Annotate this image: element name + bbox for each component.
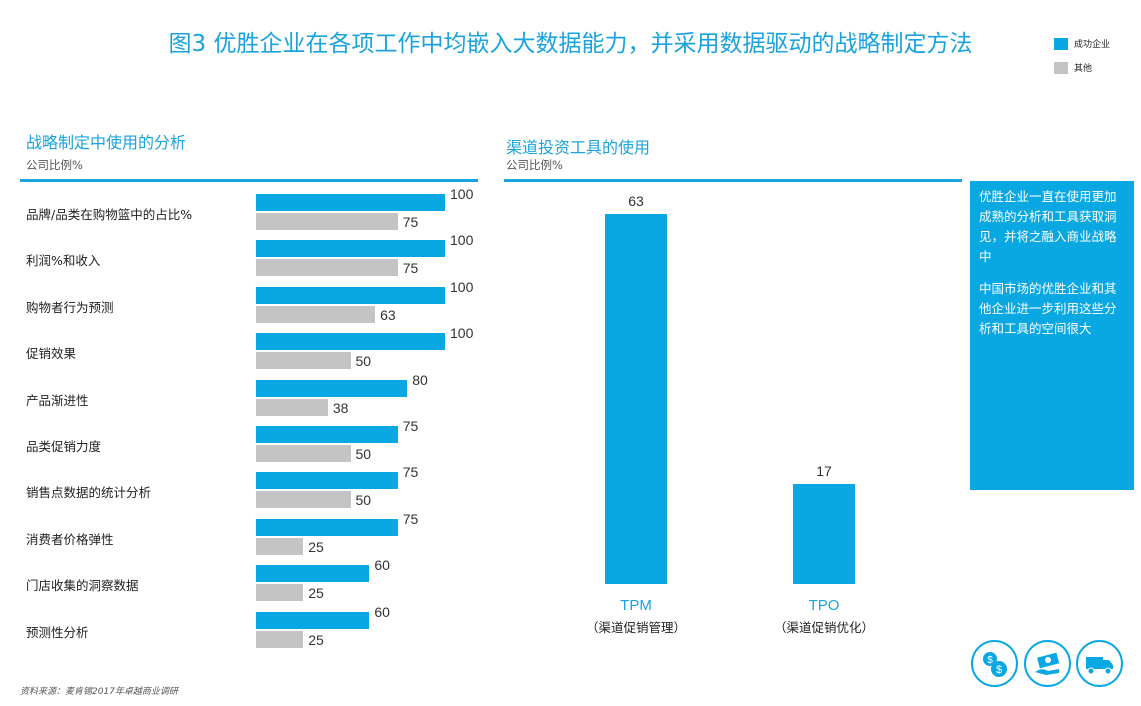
bar-success [256,194,445,211]
category-label: 预测性分析 [26,624,89,640]
bar-value-label: 75 [402,464,419,481]
callout-paragraph-1: 优胜企业一直在使用更加成熟的分析和工具获取洞见，并将之融入商业战略中 [979,189,1117,264]
callout-paragraph-2: 中国市场的优胜企业和其他企业进一步利用这些分析和工具的空间很大 [979,281,1117,336]
bar-success [256,333,445,351]
bar-value-label: 25 [308,538,324,555]
bar-other [256,537,304,555]
right-panel-rule [504,179,962,182]
bar-other [256,305,376,323]
bar-value-label: 60 [374,603,390,620]
bar-value-label: 100 [450,232,474,249]
legend-swatch-success [1054,37,1068,50]
bar-value-label: 100 [450,325,474,342]
vbar-category-note: （渠道促销优化） [773,620,874,635]
bar-value-label: 25 [308,585,324,602]
vbar-category-label: TPM [620,597,652,614]
vbar-value-label: 63 [628,193,644,209]
cash-hand-icon [1024,640,1071,687]
bar-other [256,445,351,462]
vbar-value-label: 17 [816,463,832,480]
bar-success [256,286,445,304]
legend-label-success: 成功企业 [1074,40,1111,50]
money-coins-icon: $ $ [971,640,1018,687]
bar-value-label: 80 [412,371,428,388]
insight-callout: 优胜企业一直在使用更加成熟的分析和工具获取洞见，并将之融入商业战略中 中国市场的… [970,181,1134,490]
right-panel-subtitle: 公司比例% [506,158,563,172]
bar-value-label: 75 [402,510,419,527]
bar-value-label: 100 [450,278,474,295]
bar-value-label: 75 [402,418,419,434]
bar-value-label: 60 [374,557,390,574]
category-label: 促销效果 [26,346,77,362]
bar-value-label: 25 [308,631,324,648]
bar-success [256,472,398,490]
left-panel-subtitle: 公司比例% [26,158,83,172]
bar-other [256,259,398,277]
bar-success [256,426,398,443]
category-label: 门店收集的洞察数据 [26,578,139,594]
legend-item-other: 其他 [1054,61,1092,74]
category-label: 消费者价格弹性 [26,531,114,547]
legend-swatch-other [1054,61,1068,74]
bar-value-label: 38 [332,399,349,416]
legend-item-success: 成功企业 [1054,37,1110,50]
category-label: 产品渐进性 [26,392,89,408]
left-panel-rule [20,179,478,182]
bar-success [256,565,370,583]
bar-other [256,213,398,230]
right-panel-title: 渠道投资工具的使用 [506,138,651,157]
bar-success [256,518,398,536]
bar-other [256,398,328,416]
bar-other [256,352,351,370]
bar-value-label: 63 [380,306,396,323]
legend-label-other: 其他 [1074,64,1093,74]
bar-other [256,491,351,509]
page-title: 图3 优胜企业在各项工作中均嵌入大数据能力，并采用数据驱动的战略制定方法 [168,31,973,57]
bar-other [256,584,304,602]
bar-value-label: 50 [355,353,372,370]
source-note: 资料来源：麦肯锡2017年卓越商业调研 [20,687,178,697]
vbar-tpo [793,484,855,584]
vbar-tpm [605,214,667,584]
vbar-category-label: TPO [808,597,840,614]
left-panel-title: 战略制定中使用的分析 [26,133,187,152]
svg-text:$: $ [987,655,993,666]
category-label: 品类促销力度 [26,439,102,454]
bar-value-label: 75 [402,260,419,277]
bar-success [256,611,370,629]
category-label: 购物者行为预测 [26,299,114,315]
delivery-truck-icon [1076,640,1123,687]
bar-value-label: 100 [450,186,474,202]
svg-text:$: $ [996,664,1002,676]
vbar-category-note: （渠道促销管理） [585,620,686,635]
bar-success [256,379,408,397]
bar-value-label: 50 [355,492,372,509]
bar-other [256,630,304,648]
category-label: 利润%和收入 [26,253,101,269]
bar-value-label: 75 [402,214,419,230]
category-label: 品牌/品类在购物篮中的占比% [26,207,193,222]
bar-success [256,240,445,258]
bar-value-label: 50 [355,446,372,462]
category-label: 销售点数据的统计分析 [26,485,152,501]
